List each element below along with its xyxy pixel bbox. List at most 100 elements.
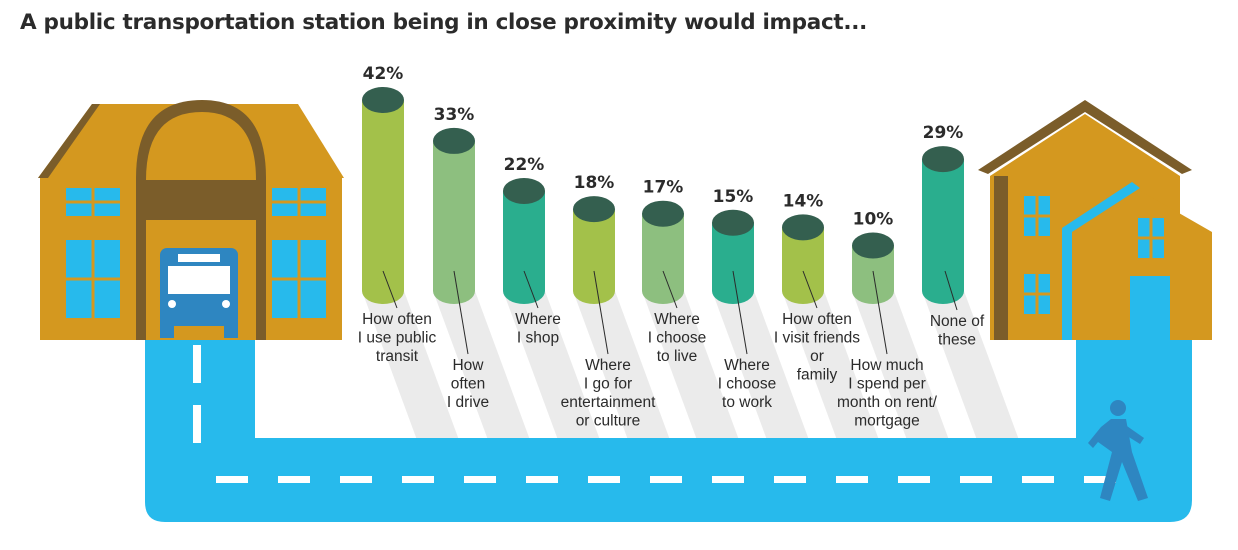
value-label: 14% <box>783 191 824 211</box>
category-label-line: How <box>452 357 484 374</box>
shadow-stripe <box>922 291 1019 440</box>
road-dash <box>193 405 201 443</box>
bar <box>362 100 404 291</box>
category-label: Where I choose to live <box>648 311 707 365</box>
label-pointer <box>593 270 609 355</box>
category-label: How often I use public transit <box>358 311 437 365</box>
bar-base <box>712 278 754 304</box>
label-pointer <box>872 270 888 355</box>
value-label: 10% <box>853 210 894 230</box>
bar <box>503 190 545 291</box>
shadow-stripe <box>642 291 739 440</box>
category-label-line: family <box>797 367 838 384</box>
bar-base <box>782 278 824 304</box>
category-label-line: I choose <box>718 376 777 393</box>
category-label-line: transit <box>376 348 419 365</box>
category-label: Where I choose to work <box>718 357 777 411</box>
road-dash <box>898 476 930 483</box>
bars <box>362 87 964 304</box>
road <box>145 228 1192 522</box>
road-dash <box>278 476 310 483</box>
bus-icon <box>160 248 238 338</box>
category-label-line: I go for <box>584 376 632 393</box>
bus-wheel-left <box>160 320 174 338</box>
value-labels: 42% 33% 22% 18% 17% 15% 14% 10% 29% <box>363 64 964 230</box>
value-label: 33% <box>434 105 475 125</box>
road-dash <box>650 476 682 483</box>
category-label-line: month on rent/ <box>837 394 938 411</box>
pedestrian-arm <box>1124 424 1144 444</box>
shadow-stripe <box>782 291 879 440</box>
bar <box>922 159 964 291</box>
category-label: None of these <box>930 313 985 349</box>
bus-wheel-right <box>224 320 238 338</box>
label-pointer <box>732 270 748 355</box>
road-dash <box>193 345 201 383</box>
bar-cap <box>362 87 404 113</box>
category-label-line: I choose <box>648 330 707 347</box>
road-dash <box>402 476 434 483</box>
bar-base <box>852 278 894 304</box>
station-opening <box>143 180 259 220</box>
bar-base <box>642 278 684 304</box>
road-dash <box>464 476 496 483</box>
category-label-line: I spend per <box>848 376 926 393</box>
label-pointer <box>382 270 398 309</box>
shadow-stripe <box>573 291 670 440</box>
house-side-wall <box>994 176 1008 340</box>
bar-cap <box>852 232 894 259</box>
category-label-line: Where <box>515 311 561 328</box>
label-pointer <box>802 270 818 309</box>
bar <box>573 209 615 291</box>
category-label-line: to work <box>722 394 772 411</box>
category-label-line: entertainment <box>561 394 656 411</box>
category-label-line: I drive <box>447 394 489 411</box>
house-windows <box>1024 196 1164 314</box>
bar-cap <box>642 200 684 227</box>
bar-cap <box>573 196 615 223</box>
shadow-stripe <box>503 291 600 440</box>
value-label: 29% <box>923 123 964 143</box>
road-dash <box>774 476 806 483</box>
shadow-stripe <box>852 291 949 440</box>
station-windows <box>66 188 326 318</box>
category-label-line: How often <box>782 311 852 328</box>
category-label: Where I go for entertainment or culture <box>561 357 656 430</box>
house-front-wing <box>1068 186 1212 340</box>
category-label-line: How often <box>362 311 432 328</box>
category-label-line: I shop <box>517 330 559 347</box>
value-label: 15% <box>713 187 754 207</box>
bar-base <box>922 278 964 304</box>
road-dash <box>836 476 868 483</box>
bar-cap <box>503 177 545 204</box>
category-label-line: mortgage <box>854 413 919 430</box>
shadow-stripe <box>712 291 809 440</box>
house-icon <box>978 100 1212 340</box>
value-label: 42% <box>363 64 404 84</box>
category-label-line: Where <box>724 357 770 374</box>
category-label-line: Where <box>585 357 631 374</box>
road-dash <box>1022 476 1054 483</box>
pedestrian-icon <box>1088 400 1148 501</box>
label-pointer <box>453 270 469 355</box>
category-label-line: I visit friends <box>774 330 860 347</box>
category-label-line: these <box>938 332 976 349</box>
bar-base <box>503 278 545 304</box>
road-dash <box>526 476 558 483</box>
road-dash <box>340 476 372 483</box>
shadow-stripes <box>362 291 1019 440</box>
road-dash <box>1084 476 1116 483</box>
road-dashes <box>193 345 1116 483</box>
category-label: How often I visit friends or family <box>774 311 860 384</box>
pedestrian-body <box>1088 419 1148 501</box>
category-label-line: to live <box>657 348 698 365</box>
road-shape <box>145 228 1192 522</box>
category-label-line: I use public <box>358 330 437 347</box>
value-label: 18% <box>574 173 615 193</box>
pedestrian-head <box>1110 400 1126 416</box>
road-dash <box>216 476 248 483</box>
bus-sign <box>178 254 220 262</box>
bar-cap <box>433 127 475 154</box>
category-label-line: often <box>451 376 485 393</box>
category-label: How often I drive <box>447 357 489 411</box>
